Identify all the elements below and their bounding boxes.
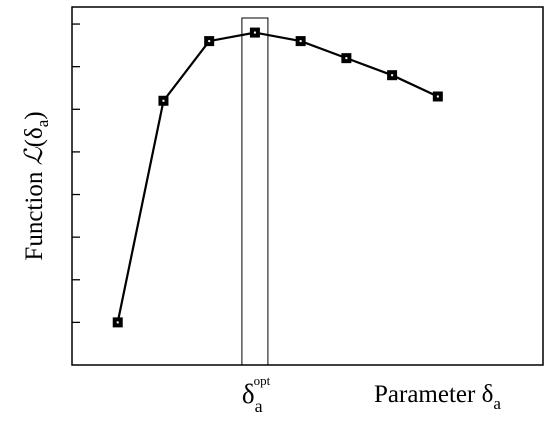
plot-frame (71, 6, 544, 366)
data-point-center-8 (436, 95, 439, 98)
series-line (116, 31, 439, 323)
x-axis-label: Parameter δa (374, 381, 501, 413)
optimum-label: δaopt (242, 373, 271, 416)
data-point-center-6 (345, 57, 348, 60)
series-markers (112, 27, 443, 328)
data-point-center-1 (116, 321, 119, 324)
y-axis-label: Function ℒ(δa) (21, 111, 52, 260)
data-point-center-3 (208, 40, 211, 43)
data-point-center-2 (162, 99, 165, 102)
data-point-center-7 (391, 74, 394, 77)
y-axis-ticks (72, 23, 80, 324)
data-point-center-4 (253, 31, 256, 34)
optimum-rect (241, 17, 269, 366)
data-point-center-5 (299, 40, 302, 43)
optimum-highlight (241, 17, 269, 366)
